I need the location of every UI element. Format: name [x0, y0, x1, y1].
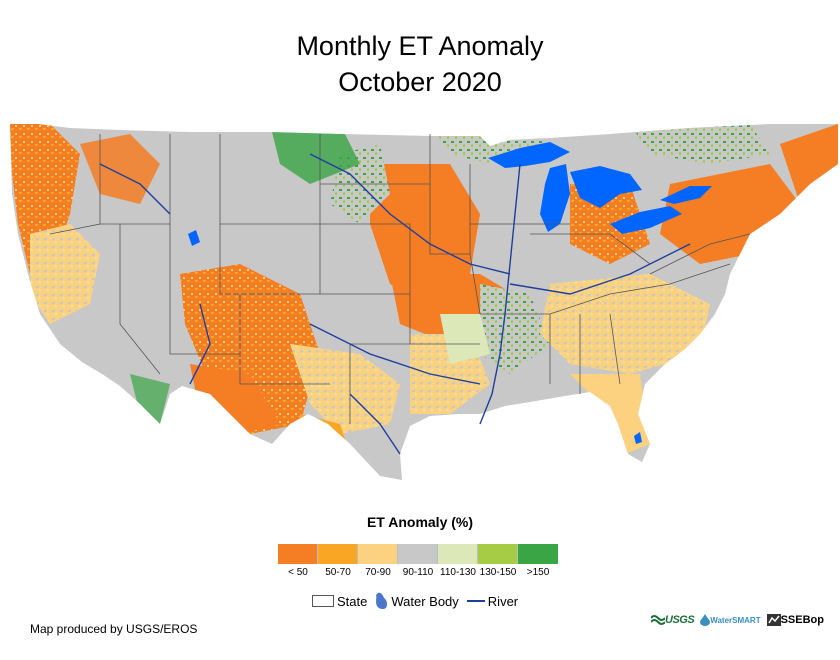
legend-swatch-3 — [398, 544, 438, 564]
legend-swatch-2 — [358, 544, 398, 564]
water-body-icon — [376, 592, 388, 610]
legend-label-0: < 50 — [288, 567, 308, 578]
watersmart-logo: WaterSMART — [700, 614, 761, 626]
state-legend-label: State — [337, 593, 368, 609]
layer-legend: State Water Body River — [312, 592, 526, 610]
ssebop-icon — [766, 614, 781, 626]
ssebop-logo: SSEBop — [766, 614, 824, 626]
logo-strip: USGS WaterSMART SSEBop — [651, 614, 824, 626]
legend-swatch-5 — [478, 544, 518, 564]
legend-swatch-0 — [278, 544, 318, 564]
usgs-wave-icon — [651, 615, 666, 625]
legend-label-2: 70-90 — [365, 567, 391, 578]
river-symbol — [466, 600, 485, 602]
legend-swatch-4 — [438, 544, 478, 564]
legend-label-3: 90-110 — [402, 567, 434, 578]
river-legend-label: River — [487, 593, 519, 609]
legend-label-6: >150 — [526, 567, 550, 578]
legend-label-4: 110-130 — [440, 567, 476, 578]
state-symbol — [312, 595, 334, 607]
water-drop-icon — [700, 614, 711, 626]
state-legend-item: State — [312, 594, 367, 609]
usgs-logo: USGS — [651, 614, 695, 626]
legend-color-bar — [278, 544, 558, 564]
legend-title: ET Anomaly (%) — [366, 514, 474, 530]
map-subtitle: October 2020 — [338, 67, 502, 97]
legend-swatch-6 — [518, 544, 558, 564]
legend-label-5: 130-150 — [479, 567, 517, 578]
legend-label-1: 50-70 — [325, 567, 351, 578]
water-body-legend-label: Water Body — [391, 593, 459, 609]
river-legend-item: River — [466, 593, 519, 609]
legend-swatch-1 — [318, 544, 358, 564]
map-title: Monthly ET Anomaly — [296, 31, 544, 61]
credit-text: Map produced by USGS/EROS — [30, 622, 198, 636]
water-body-legend-item: Water Body — [375, 592, 459, 610]
et-anomaly-map — [10, 124, 838, 480]
